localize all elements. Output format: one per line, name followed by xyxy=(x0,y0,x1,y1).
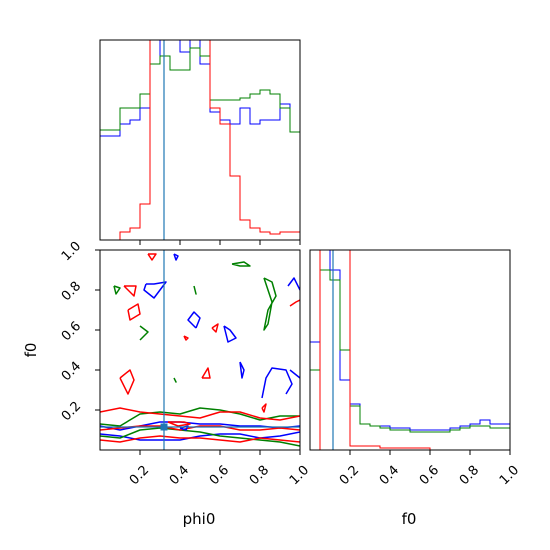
phi0-x-tick-label: 0.6 xyxy=(207,463,232,488)
contour-green-3 xyxy=(100,427,300,447)
phi0-hist-green xyxy=(100,47,300,133)
phi0-x-tick-label: 0.2 xyxy=(127,463,152,488)
phi0-marginal-ticks xyxy=(139,240,301,245)
x-axis-label-f0: f0 xyxy=(402,510,417,528)
phi0-hist-red xyxy=(100,40,300,240)
f0-hist-green xyxy=(310,269,510,433)
contour-green-14 xyxy=(231,261,251,267)
f0-y-axis-ticks: 0.2 0.4 0.6 0.8 1.0 xyxy=(59,239,100,424)
contour-blue-9 xyxy=(223,325,237,343)
phi0-histogram-series xyxy=(100,40,300,240)
contour-red-27 xyxy=(261,403,267,413)
f0-y-tick-label: 0.6 xyxy=(59,319,84,344)
f0-y-tick-label: 1.0 xyxy=(59,239,84,264)
phi0-x-axis-ticks: 0.2 0.4 0.6 0.8 1.0 xyxy=(127,450,312,488)
truth-marker xyxy=(160,423,168,431)
f0-y-tick-label: 0.2 xyxy=(59,399,84,424)
f0-y-tick-label: 0.8 xyxy=(59,279,84,304)
contour-green-15 xyxy=(263,277,277,331)
contour-red-31 xyxy=(167,421,191,427)
phi0-f0-joint-contours: 0.2 0.4 0.6 0.8 1.0 0.2 0.4 0.6 0.8 1.0 xyxy=(59,239,312,488)
contour-blue-8 xyxy=(187,311,201,329)
f0-x-tick-label: 1.0 xyxy=(497,463,522,488)
contour-green-17 xyxy=(139,325,149,341)
contour-blue-12 xyxy=(289,369,300,379)
contour-red-28 xyxy=(147,253,157,261)
contour-red-21 xyxy=(127,303,141,321)
contour-red-20 xyxy=(123,285,137,297)
contour-red-24 xyxy=(289,299,300,307)
phi0-x-tick-label: 0.4 xyxy=(167,463,192,488)
f0-hist-red xyxy=(310,250,510,450)
contour-red-26 xyxy=(201,367,211,379)
phi0-hist-blue xyxy=(100,40,300,137)
contour-green-19 xyxy=(173,377,177,383)
f0-marginal-histogram: 0.2 0.4 0.6 0.8 1.0 xyxy=(309,249,522,488)
phi0-x-tick-label: 1.0 xyxy=(287,463,312,488)
y-axis-label-f0: f0 xyxy=(22,343,40,358)
contour-green-16 xyxy=(113,285,121,295)
contour-blue-11 xyxy=(287,277,300,291)
contour-blue-13 xyxy=(261,367,293,399)
contour-lines xyxy=(100,253,300,447)
contour-red-23 xyxy=(183,335,189,341)
phi0-x-tick-label: 0.8 xyxy=(247,463,272,488)
contour-red-6 xyxy=(100,435,300,443)
contour-blue-7 xyxy=(143,281,167,299)
joint-frame xyxy=(99,249,301,451)
contour-red-4 xyxy=(100,407,300,421)
f0-y-tick-label: 0.4 xyxy=(59,359,84,384)
f0-histogram-series xyxy=(310,250,510,450)
contour-green-18 xyxy=(193,285,197,295)
f0-x-axis-ticks: 0.2 0.4 0.6 0.8 1.0 xyxy=(337,450,522,488)
f0-x-tick-label: 0.4 xyxy=(377,463,402,488)
contour-blue-29 xyxy=(173,253,179,261)
contour-red-22 xyxy=(211,323,219,333)
contour-red-25 xyxy=(119,369,135,395)
f0-x-tick-label: 0.6 xyxy=(417,463,442,488)
f0-x-tick-label: 0.8 xyxy=(457,463,482,488)
phi0-marginal-frame xyxy=(99,39,301,241)
contour-blue-10 xyxy=(239,361,245,379)
phi0-marginal-histogram xyxy=(99,39,301,245)
f0-x-tick-label: 0.2 xyxy=(337,463,362,488)
x-axis-label-phi0: phi0 xyxy=(183,510,216,528)
f0-marginal-frame xyxy=(309,249,511,451)
